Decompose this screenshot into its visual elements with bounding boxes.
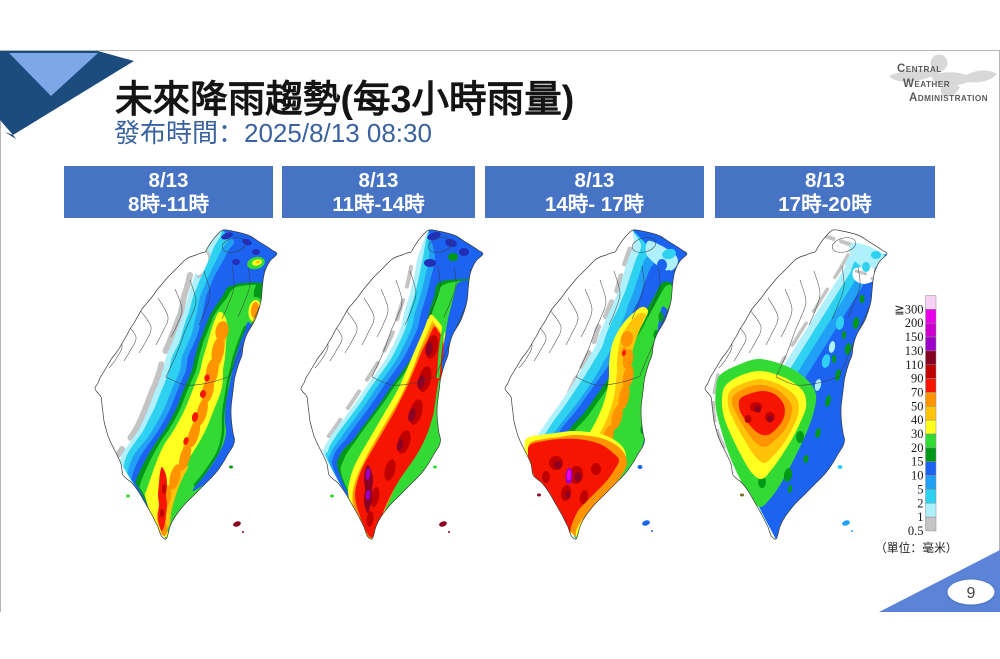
svg-text:2: 2 <box>917 496 923 510</box>
svg-text:200: 200 <box>905 316 924 330</box>
svg-text:10: 10 <box>911 469 924 483</box>
svg-text:150: 150 <box>905 330 924 344</box>
svg-text:40: 40 <box>911 413 924 427</box>
svg-text:≧300: ≧300 <box>894 302 923 316</box>
svg-text:50: 50 <box>911 399 924 413</box>
svg-text:1: 1 <box>917 510 923 524</box>
svg-text:9: 9 <box>967 585 976 602</box>
svg-text:5: 5 <box>917 482 923 496</box>
svg-text:0.5: 0.5 <box>908 524 924 538</box>
svg-text:110: 110 <box>905 358 923 372</box>
svg-text:30: 30 <box>911 427 924 441</box>
svg-text:70: 70 <box>911 385 924 399</box>
svg-text:90: 90 <box>911 372 924 386</box>
svg-text:20: 20 <box>911 441 924 455</box>
svg-text:15: 15 <box>911 455 924 469</box>
svg-text:130: 130 <box>905 344 924 358</box>
